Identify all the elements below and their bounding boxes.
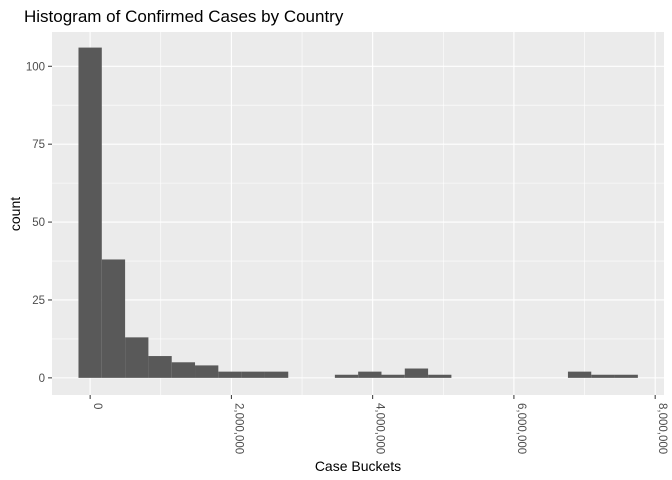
histogram-bar	[195, 365, 219, 378]
x-axis-title: Case Buckets	[315, 458, 401, 474]
histogram-bar	[614, 374, 638, 378]
histogram-bar	[404, 368, 429, 378]
y-tick-label: 50	[32, 217, 45, 229]
histogram-bar	[428, 374, 452, 378]
y-axis-ticks: 0 25 50 75 100	[26, 61, 52, 385]
x-axis-ticks: 0 2,000,000 4,000,000 6,000,000 8,000,000	[89, 395, 668, 454]
x-tick-label: 6,000,000	[515, 403, 527, 454]
minor-gridlines	[52, 32, 664, 395]
histogram-bar	[171, 362, 196, 378]
histogram-bar	[78, 47, 102, 378]
histogram-bar	[264, 371, 289, 378]
x-tick-label: 8,000,000	[656, 403, 668, 454]
histogram-bar	[241, 371, 265, 378]
histogram-bar	[567, 371, 592, 378]
y-tick-label: 75	[32, 139, 45, 151]
x-tick-label: 0	[91, 403, 103, 409]
chart-title: Histogram of Confirmed Cases by Country	[24, 7, 344, 26]
y-tick-label: 0	[39, 373, 45, 385]
y-axis-title: count	[7, 197, 23, 231]
histogram-bars	[78, 47, 638, 378]
y-tick-label: 25	[32, 295, 45, 307]
histogram-bar	[101, 259, 126, 378]
histogram-bar	[125, 337, 149, 378]
histogram-bar	[381, 374, 405, 378]
histogram-bar	[358, 371, 382, 378]
x-tick-label: 2,000,000	[232, 403, 244, 454]
histogram-bar	[334, 374, 359, 378]
histogram-bar	[591, 374, 615, 378]
histogram-bar	[148, 356, 172, 378]
plot-panel	[52, 32, 664, 395]
histogram-bar	[218, 371, 242, 378]
y-tick-label: 100	[26, 61, 45, 73]
x-tick-label: 4,000,000	[374, 403, 386, 454]
